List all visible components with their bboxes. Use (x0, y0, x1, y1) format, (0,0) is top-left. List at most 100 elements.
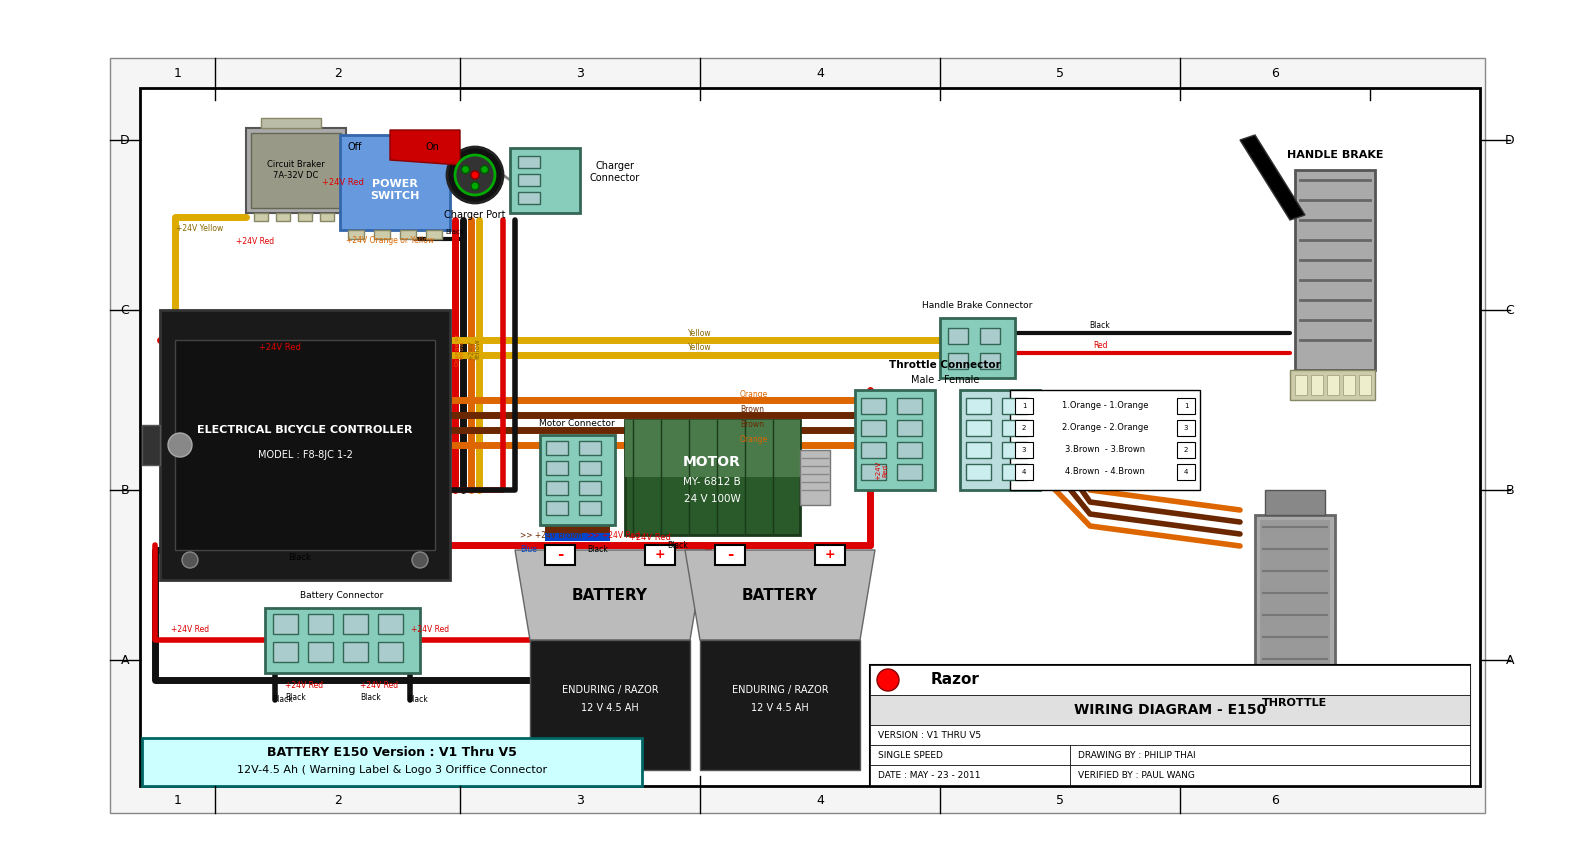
Text: 4: 4 (817, 67, 825, 80)
Text: +24V
Red: +24V Red (876, 460, 888, 480)
Bar (967, 398, 990, 414)
Text: Motor Connector: Motor Connector (539, 419, 616, 427)
Text: 4: 4 (1022, 469, 1026, 475)
Bar (545, 545, 576, 565)
Text: 4.Brown  - 4.Brown: 4.Brown - 4.Brown (1065, 466, 1145, 476)
Text: 4: 4 (817, 793, 825, 806)
Bar (855, 390, 935, 490)
Circle shape (471, 171, 478, 179)
Bar (1177, 464, 1195, 480)
Text: Red: Red (1093, 342, 1107, 350)
Bar (262, 118, 321, 128)
Bar (861, 464, 885, 480)
Bar (1014, 464, 1034, 480)
Text: 1: 1 (1183, 403, 1188, 409)
Text: 2.Orange - 2.Orange: 2.Orange - 2.Orange (1062, 422, 1148, 432)
Bar (400, 230, 416, 239)
Bar (869, 665, 1471, 695)
Text: Male - Female: Male - Female (911, 375, 979, 385)
Bar (1343, 375, 1356, 395)
Text: SINGLE SPEED: SINGLE SPEED (877, 751, 943, 759)
Text: C: C (121, 304, 129, 317)
Text: Off: Off (348, 142, 362, 152)
Text: THROTTLE: THROTTLE (1262, 698, 1327, 708)
Bar (510, 148, 581, 213)
Bar (1295, 375, 1306, 395)
Circle shape (167, 433, 191, 457)
Text: 1: 1 (174, 793, 182, 806)
Text: Charger Port: Charger Port (445, 210, 506, 220)
Bar (1070, 745, 1471, 765)
Text: 1: 1 (174, 67, 182, 80)
Bar (625, 420, 801, 477)
Text: C: C (1506, 304, 1514, 317)
Text: 3.Brown  - 3.Brown: 3.Brown - 3.Brown (1065, 445, 1145, 453)
Text: Black: Black (445, 229, 464, 235)
Circle shape (455, 155, 494, 195)
Bar (308, 614, 333, 634)
Text: +24V Red: +24V Red (360, 681, 399, 689)
Bar (869, 765, 1070, 785)
Bar (979, 353, 1000, 369)
Bar (518, 192, 541, 204)
Bar (140, 88, 1480, 786)
Text: -: - (727, 548, 734, 562)
Bar (518, 174, 541, 186)
Text: Charger
Connector: Charger Connector (590, 161, 640, 183)
Text: Orange: Orange (740, 434, 769, 444)
Text: VERIFIED BY : PAUL WANG: VERIFIED BY : PAUL WANG (1078, 771, 1195, 779)
Text: 24 V 100W: 24 V 100W (684, 494, 740, 504)
Text: 3: 3 (576, 793, 584, 806)
Text: On: On (424, 142, 439, 152)
Bar (273, 614, 298, 634)
Bar (861, 442, 885, 458)
Bar (1002, 398, 1027, 414)
Text: Orange: Orange (740, 389, 769, 399)
Text: +24V Red: +24V Red (412, 625, 450, 635)
Text: POWER
SWITCH: POWER SWITCH (370, 179, 419, 201)
Text: DRAWING BY : PHILIP THAI: DRAWING BY : PHILIP THAI (1078, 751, 1196, 759)
Bar (378, 642, 404, 662)
Text: Black: Black (1089, 322, 1110, 330)
Bar (815, 545, 845, 565)
Bar (1014, 420, 1034, 436)
Text: >> +24V Red: >> +24V Red (587, 530, 640, 540)
Bar (530, 640, 691, 770)
Bar (1311, 375, 1322, 395)
Bar (644, 545, 675, 565)
Circle shape (182, 552, 198, 568)
Text: Black: Black (668, 541, 689, 549)
Bar (1290, 370, 1375, 400)
Text: Brown: Brown (740, 405, 764, 413)
Text: 3: 3 (1183, 425, 1188, 431)
Bar (947, 328, 968, 344)
Bar (1359, 375, 1372, 395)
Bar (160, 310, 450, 580)
Bar (348, 230, 364, 239)
Text: +24V Red: +24V Red (171, 625, 209, 635)
Text: 2: 2 (1183, 447, 1188, 453)
Text: 12 V 4.5 AH: 12 V 4.5 AH (751, 703, 809, 713)
Bar (321, 213, 333, 221)
Text: Circuit Braker
7A-32V DC: Circuit Braker 7A-32V DC (266, 160, 325, 180)
Text: +24V Red: +24V Red (628, 533, 671, 541)
Bar (1177, 442, 1195, 458)
Bar (1014, 442, 1034, 458)
Text: 2: 2 (333, 793, 341, 806)
Bar (947, 353, 968, 369)
Text: ELECTRICAL BICYCLE CONTROLLER: ELECTRICAL BICYCLE CONTROLLER (198, 425, 413, 435)
Text: +24V
Yellow: +24V Yellow (469, 339, 482, 361)
Text: 1: 1 (1022, 403, 1026, 409)
Polygon shape (515, 550, 705, 640)
Bar (869, 725, 1471, 745)
Bar (896, 442, 922, 458)
Text: Razor: Razor (930, 672, 979, 688)
Bar (276, 213, 290, 221)
Bar (545, 533, 609, 541)
Bar (308, 642, 333, 662)
Text: Black: Black (587, 546, 608, 554)
Bar (175, 340, 435, 550)
Text: ENDURING / RAZOR: ENDURING / RAZOR (732, 685, 828, 695)
Circle shape (480, 165, 488, 174)
Text: 12 V 4.5 AH: 12 V 4.5 AH (581, 703, 640, 713)
